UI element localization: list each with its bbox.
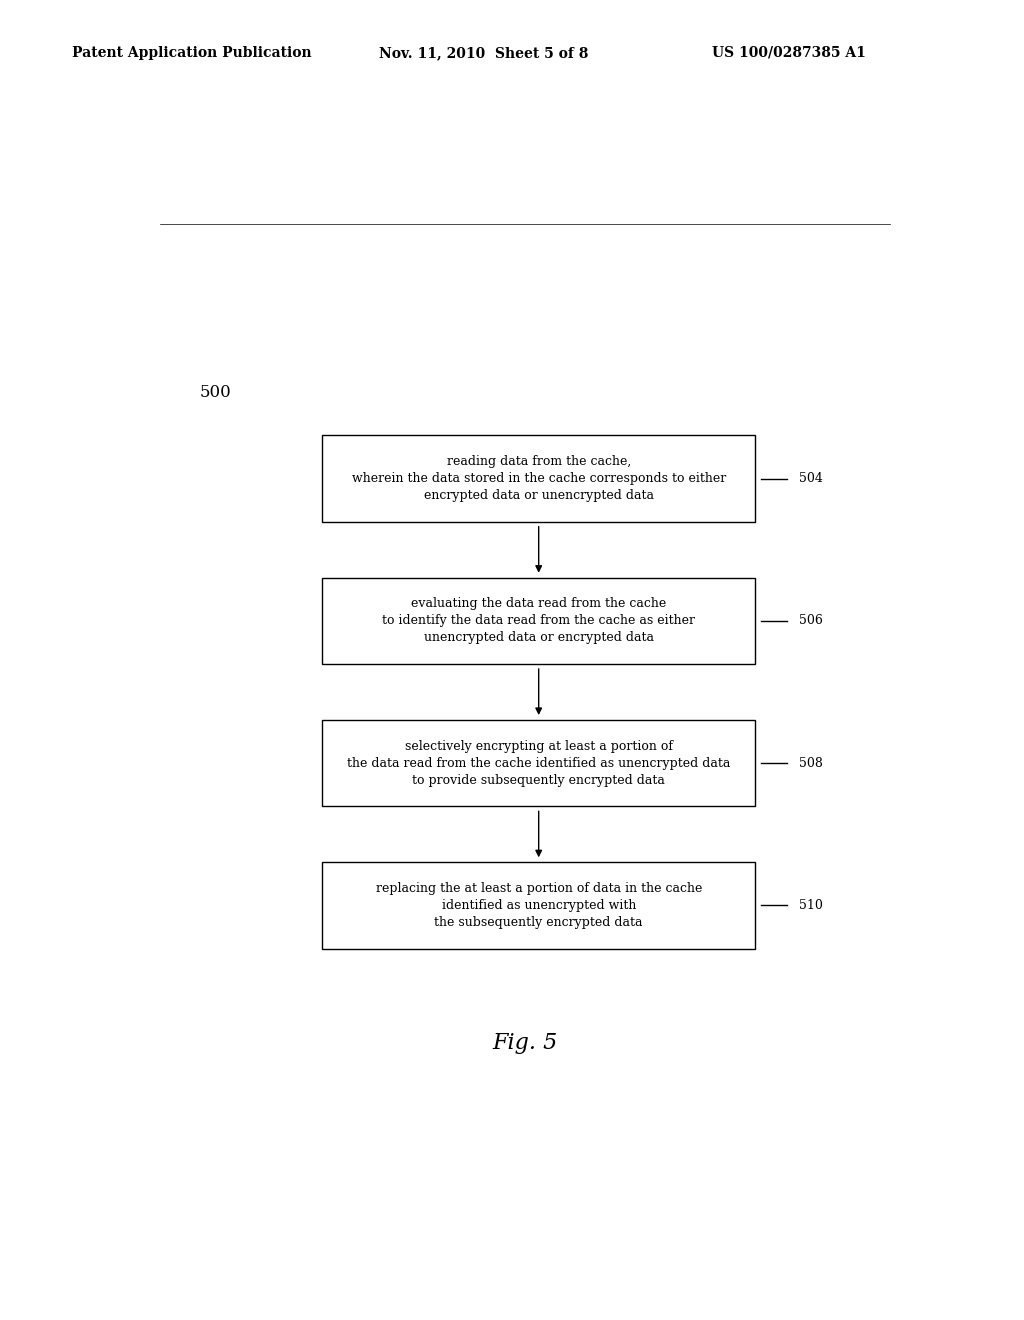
Text: 510: 510 <box>799 899 822 912</box>
Text: Nov. 11, 2010  Sheet 5 of 8: Nov. 11, 2010 Sheet 5 of 8 <box>379 46 588 59</box>
Text: selectively encrypting at least a portion of
the data read from the cache identi: selectively encrypting at least a portio… <box>347 739 730 787</box>
Text: 508: 508 <box>799 756 822 770</box>
Text: Fig. 5: Fig. 5 <box>493 1032 557 1053</box>
Bar <box>323 578 755 664</box>
Text: US 100/0287385 A1: US 100/0287385 A1 <box>712 46 865 59</box>
Bar <box>323 436 755 521</box>
Text: replacing the at least a portion of data in the cache
identified as unencrypted : replacing the at least a portion of data… <box>376 882 701 929</box>
Text: reading data from the cache,
wherein the data stored in the cache corresponds to: reading data from the cache, wherein the… <box>351 455 726 502</box>
Text: evaluating the data read from the cache
to identify the data read from the cache: evaluating the data read from the cache … <box>382 598 695 644</box>
Text: Patent Application Publication: Patent Application Publication <box>72 46 311 59</box>
Text: 504: 504 <box>799 473 822 484</box>
Bar <box>323 719 755 807</box>
Bar <box>323 862 755 949</box>
Text: 506: 506 <box>799 614 822 627</box>
Text: 500: 500 <box>200 384 231 401</box>
